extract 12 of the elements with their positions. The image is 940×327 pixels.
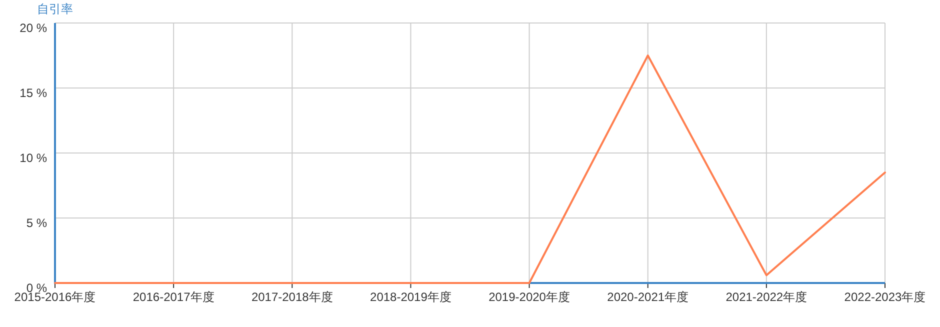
- x-tick-label: 2016-2017年度: [132, 290, 214, 304]
- y-tick-label: 10 %: [20, 151, 48, 165]
- x-tick-label: 2017-2018年度: [251, 290, 333, 304]
- x-tick-label: 2018-2019年度: [370, 290, 452, 304]
- y-axis-title: 自引率: [37, 2, 73, 16]
- x-tick-label: 2019-2020年度: [488, 290, 570, 304]
- y-tick-label: 15 %: [20, 86, 48, 100]
- x-tick-label: 2020-2021年度: [607, 290, 689, 304]
- y-tick-label: 5 %: [26, 216, 48, 230]
- x-tick-label: 2022-2023年度: [844, 290, 926, 304]
- x-tick-label: 2021-2022年度: [726, 290, 808, 304]
- y-tick-label: 20 %: [20, 21, 48, 35]
